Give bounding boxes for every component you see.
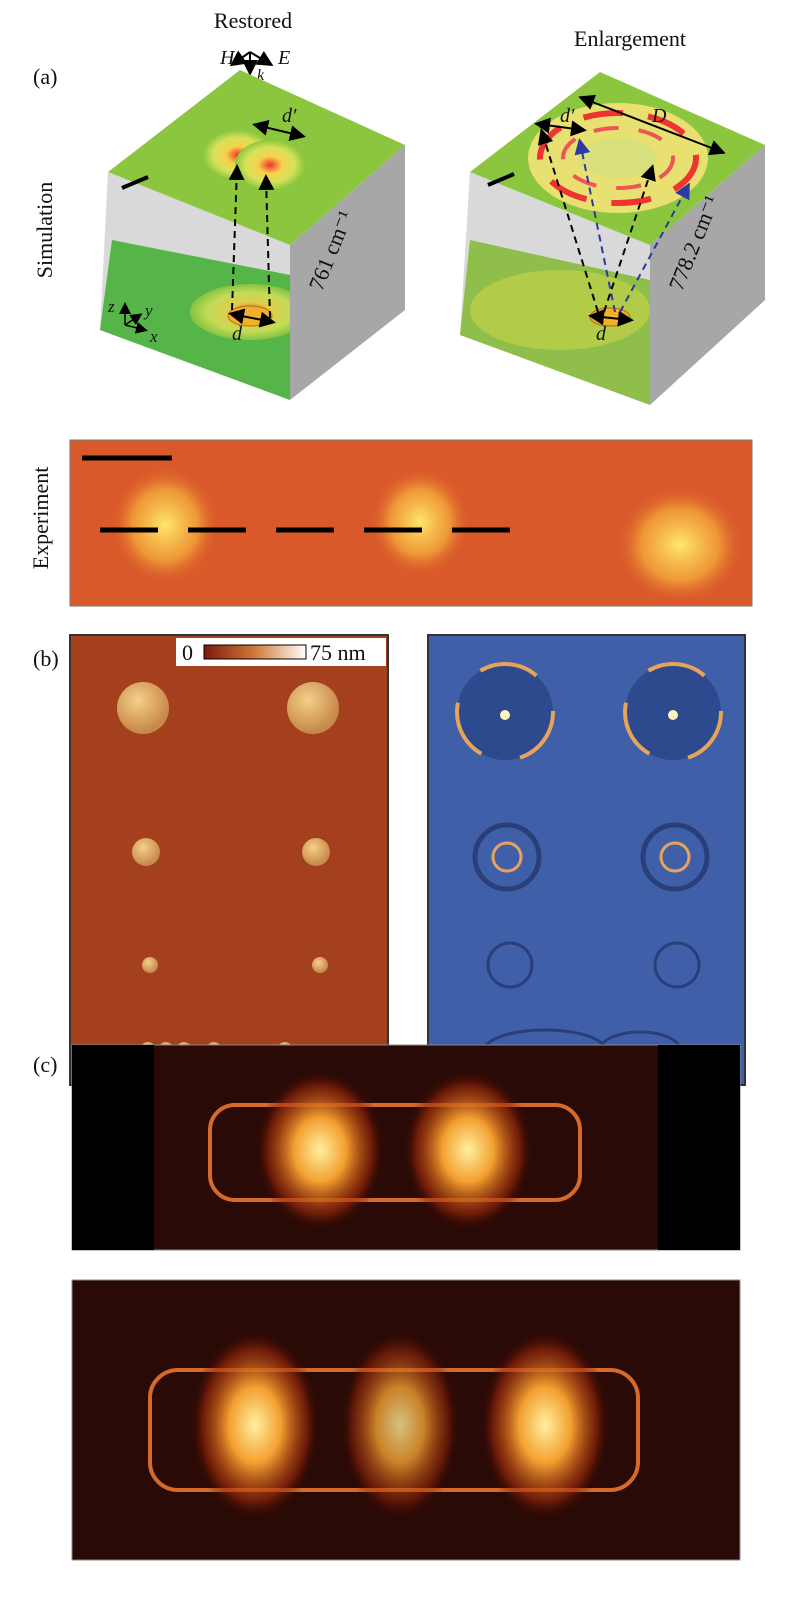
experiment-image [69, 439, 753, 607]
axis-label: E [277, 47, 290, 69]
panel-label: (c) [33, 1052, 57, 1077]
nearfield-image-two-disks [71, 1044, 741, 1251]
field-axes [229, 50, 274, 76]
afm-image [69, 634, 389, 1086]
dimension-label: D [651, 105, 667, 127]
coordinate-label: z [107, 297, 115, 316]
nearfield-image-three-disks [71, 1279, 741, 1561]
enlargement-cube [460, 72, 765, 405]
colorbar-max: 75 nm [310, 640, 366, 665]
column-title: Enlargement [574, 26, 686, 51]
panel-label: (b) [33, 646, 59, 671]
axis-label: H [219, 47, 236, 69]
axis-label: k [257, 67, 265, 84]
coordinate-label: y [143, 301, 153, 320]
nearfield-image [427, 634, 746, 1086]
dimension-label: d′ [282, 105, 297, 127]
panel-label: (a) [33, 64, 57, 89]
column-title: Restored [214, 8, 292, 33]
row-label: Experiment [28, 467, 53, 570]
dimension-label: d′ [560, 105, 575, 127]
colorbar-min: 0 [182, 640, 193, 665]
dimension-label: d [232, 323, 243, 345]
row-label: Simulation [32, 182, 57, 279]
dimension-label: d [596, 323, 607, 345]
coordinate-label: x [149, 327, 158, 346]
restored-cube [100, 70, 405, 400]
